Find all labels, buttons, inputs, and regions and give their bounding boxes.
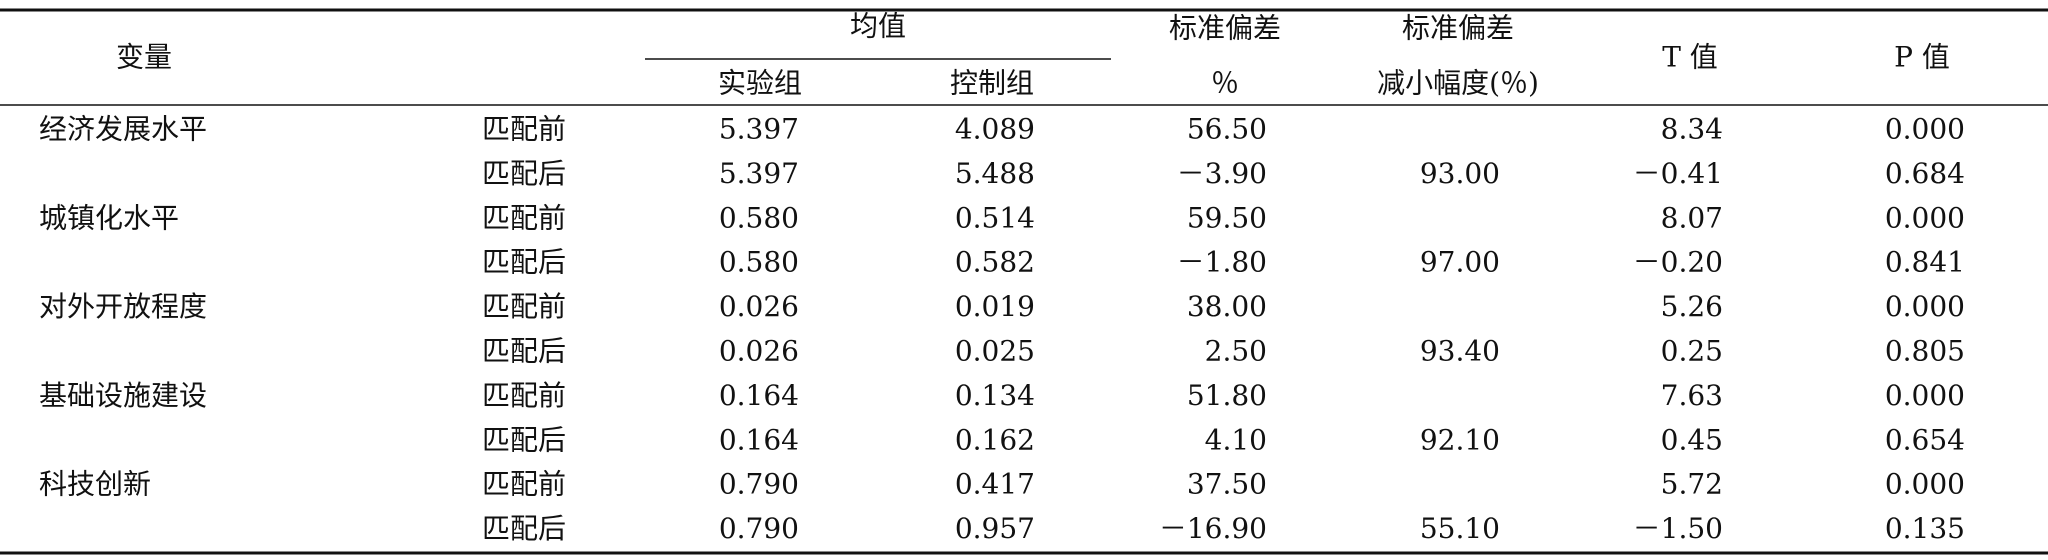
table-cell: 5.397 [719, 157, 799, 190]
header-cell: 实验组 [718, 67, 802, 100]
table-cell: 8.07 [1661, 201, 1723, 234]
row-label: 经济发展水平 [39, 113, 207, 146]
table-cell: 0.000 [1885, 113, 1965, 146]
table-cell: 匹配前 [482, 290, 566, 323]
row-label: 城镇化水平 [39, 201, 179, 234]
header-cell: ％ [1211, 67, 1239, 100]
table-cell: 0.805 [1885, 335, 1965, 368]
table-cell: 51.80 [1187, 379, 1267, 412]
table-cell: 0.162 [955, 423, 1035, 456]
row-label: 对外开放程度 [39, 290, 207, 323]
table-cell: 5.26 [1661, 290, 1723, 323]
table-cell: 匹配前 [482, 113, 566, 146]
table-cell: 93.40 [1420, 335, 1500, 368]
table-cell: 0.000 [1885, 290, 1965, 323]
header-cell: T 值 [1662, 41, 1718, 74]
table-cell: 0.957 [955, 512, 1035, 545]
table-cell: 0.45 [1661, 423, 1723, 456]
row-label: 科技创新 [39, 468, 151, 501]
table-cell: 0.019 [955, 290, 1035, 323]
header-cell: 减小幅度(％) [1377, 67, 1539, 100]
table-cell: －1.50 [1633, 512, 1723, 545]
table-cell: 0.790 [719, 468, 799, 501]
header-cell: 标准偏差 [1402, 12, 1514, 45]
table-cell: 5.397 [719, 113, 799, 146]
table-cell: 0.684 [1885, 157, 1965, 190]
table-cell: 37.50 [1187, 468, 1267, 501]
table-cell: 92.10 [1420, 423, 1500, 456]
table-cell: 0.580 [719, 246, 799, 279]
table-cell: 55.10 [1420, 512, 1500, 545]
table-cell: 93.00 [1420, 157, 1500, 190]
table-cell: 8.34 [1661, 113, 1723, 146]
table-cell: 0.580 [719, 201, 799, 234]
table-cell: 0.582 [955, 246, 1035, 279]
table-cell: －0.41 [1633, 157, 1723, 190]
table-cell: 5.488 [955, 157, 1035, 190]
table-cell: 4.089 [955, 113, 1035, 146]
table-cell: －3.90 [1177, 157, 1267, 190]
table-cell: 匹配后 [482, 423, 566, 456]
table-cell: 匹配前 [482, 468, 566, 501]
table-cell: 38.00 [1187, 290, 1267, 323]
table-cell: 56.50 [1187, 113, 1267, 146]
table-cell: 0.134 [955, 379, 1035, 412]
table-cell: 4.10 [1205, 423, 1267, 456]
table-cell: 0.026 [719, 335, 799, 368]
table-cell: 0.417 [955, 468, 1035, 501]
table-cell: 匹配后 [482, 157, 566, 190]
table-cell: －16.90 [1159, 512, 1267, 545]
table-cell: 0.025 [955, 335, 1035, 368]
table-cell: 0.000 [1885, 379, 1965, 412]
table-cell: 97.00 [1420, 246, 1500, 279]
row-label: 基础设施建设 [39, 379, 207, 412]
table-cell: 匹配后 [482, 512, 566, 545]
header-cell: 控制组 [950, 67, 1034, 100]
table-cell: 0.164 [719, 379, 799, 412]
header-cell: 变量 [116, 41, 172, 74]
table-cell: 0.514 [955, 201, 1035, 234]
table-cell: 匹配前 [482, 201, 566, 234]
table-cell: 7.63 [1661, 379, 1723, 412]
table-cell: 0.790 [719, 512, 799, 545]
table-cell: 匹配后 [482, 246, 566, 279]
header-cell: 标准偏差 [1169, 12, 1281, 45]
table-cell: －0.20 [1633, 246, 1723, 279]
table-cell: 匹配前 [482, 379, 566, 412]
table-cell: 0.000 [1885, 201, 1965, 234]
table-cell: 匹配后 [482, 335, 566, 368]
table-cell: 59.50 [1187, 201, 1267, 234]
table-cell: 0.026 [719, 290, 799, 323]
table-cell: －1.80 [1177, 246, 1267, 279]
table-cell: 0.164 [719, 423, 799, 456]
table-cell: 2.50 [1205, 335, 1267, 368]
table-cell: 0.135 [1885, 512, 1965, 545]
table-cell: 0.654 [1885, 423, 1965, 456]
table-cell: 0.841 [1885, 246, 1965, 279]
header-cell: P 值 [1894, 41, 1950, 74]
table-cell: 5.72 [1661, 468, 1723, 501]
header-cell: 均值 [850, 10, 906, 43]
table-cell: 0.000 [1885, 468, 1965, 501]
table-cell: 0.25 [1661, 335, 1723, 368]
